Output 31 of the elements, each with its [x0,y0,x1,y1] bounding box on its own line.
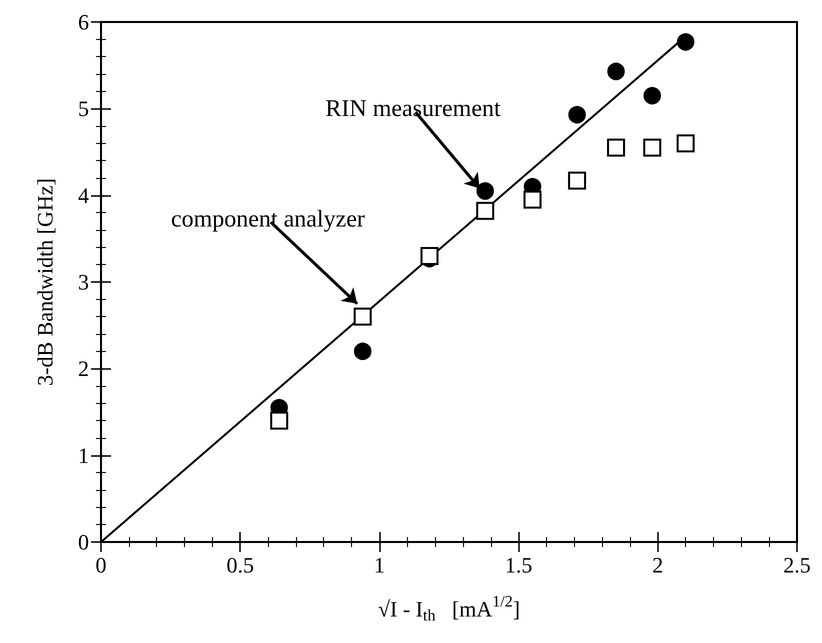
point [607,138,626,157]
y-tick-label: 3 [78,270,89,294]
point [644,86,661,104]
point [676,33,694,51]
y-tick-label: 4 [78,182,89,208]
point [354,308,372,326]
x-tick-label: 1.5 [504,552,532,578]
point [476,202,494,220]
x-tick-label: 0.5 [226,552,254,578]
y-tick-label: 1 [78,442,89,468]
y-tick-label: 6 [78,10,89,34]
point [524,190,542,209]
x-tick-label: 0 [96,552,106,578]
point [476,182,494,200]
point [270,412,288,430]
x-tick-label: 1 [374,552,385,578]
point [568,172,586,190]
point [643,138,662,157]
point [420,247,439,265]
annotation: RIN measurement [325,96,501,122]
annotation: component analyzer [170,206,365,232]
y-axis-title: 3-dB Bandwidth [GHz] [32,178,58,386]
y-tick-label: 5 [78,96,89,122]
y-tick-label: 2 [78,356,89,382]
y-tick-label: 0 [78,530,89,554]
point [676,134,695,152]
point [607,62,625,80]
x-tick-label: 2.5 [783,552,811,578]
point [568,106,586,124]
x-tick-label: 2 [652,552,664,578]
point [354,342,372,360]
